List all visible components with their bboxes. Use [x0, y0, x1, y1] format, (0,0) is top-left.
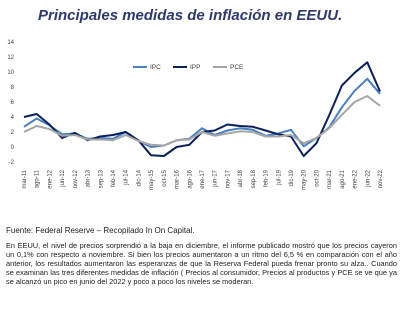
x-tick-label: ene-12	[47, 169, 53, 188]
x-tick-label: nov-12	[73, 169, 79, 188]
legend-label: IPP	[190, 64, 200, 71]
y-tick-label: 2	[11, 130, 15, 136]
x-tick-label: mar-21	[327, 169, 333, 189]
y-tick-label: 8	[11, 85, 15, 91]
legend-label: IPC	[150, 64, 161, 71]
chart-title: Principales medidas de inflación en EEUU…	[38, 7, 342, 24]
x-tick-label: sep-13	[98, 169, 104, 188]
x-tick-label: may-15	[149, 169, 155, 190]
x-tick-label: ene-22	[353, 169, 359, 188]
x-tick-label: abr-18	[238, 169, 244, 187]
y-tick-label: 0	[11, 145, 15, 151]
y-tick-label: 6	[11, 100, 15, 106]
y-tick-label: -2	[9, 160, 15, 166]
x-tick-label: abr-13	[86, 169, 92, 187]
x-tick-label: ago-21	[340, 169, 346, 188]
x-tick-label: jun-12	[60, 169, 66, 187]
x-tick-label: jul-14	[124, 169, 130, 185]
x-tick-label: ene-17	[200, 169, 206, 188]
x-tick-label: nov-17	[225, 169, 231, 188]
x-tick-label: feb-19	[264, 169, 270, 187]
source: Fuente: Federal Reserve – Recopilado In …	[6, 226, 195, 235]
y-tick-label: 14	[7, 40, 14, 46]
series-line	[23, 95, 381, 147]
series-line	[23, 61, 381, 157]
legend-label: PCE	[230, 64, 244, 71]
x-tick-label: feb-14	[111, 169, 117, 187]
x-tick-label: jun-17	[213, 169, 219, 187]
x-tick-label: nov-22	[378, 169, 384, 188]
x-tick-label: may-20	[302, 169, 308, 190]
x-tick-label: oct-20	[314, 169, 320, 186]
x-tick-label: ago-16	[187, 169, 193, 188]
x-tick-label: jun-22	[365, 169, 371, 187]
x-tick-label: mar-11	[22, 169, 28, 188]
x-tick-label: ago-11	[35, 169, 41, 188]
paragraph: En EEUU, el nivel de precios sorprendió …	[6, 241, 397, 286]
x-tick-label: dic-14	[136, 169, 142, 186]
x-tick-label: sep-18	[251, 169, 257, 188]
y-tick-label: 10	[7, 70, 14, 76]
x-tick-label: dic-19	[289, 169, 295, 186]
y-tick-label: 12	[7, 55, 14, 61]
y-tick-label: 4	[11, 115, 15, 121]
chart: Principales medidas de inflación en EEUU…	[7, 7, 384, 190]
x-tick-label: jul-19	[276, 169, 282, 185]
x-tick-label: mar-16	[175, 169, 181, 189]
x-tick-label: oct-15	[162, 169, 168, 186]
